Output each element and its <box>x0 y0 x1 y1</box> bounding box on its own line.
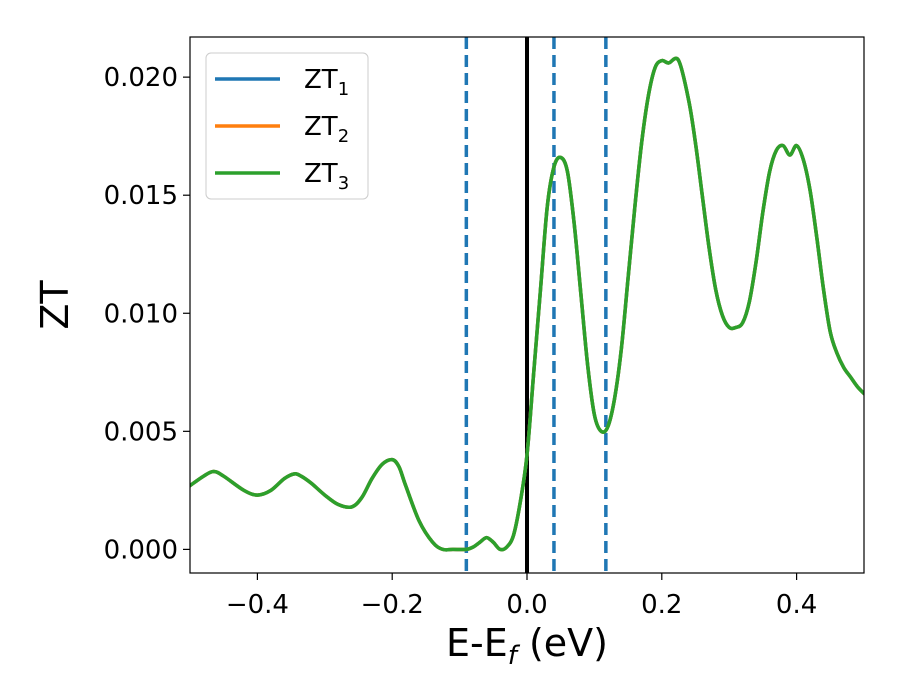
x-tick-label: 0.2 <box>641 590 682 620</box>
x-tick-label: 0.4 <box>776 590 817 620</box>
y-tick-label: 0.005 <box>104 417 178 447</box>
x-tick-label: −0.4 <box>226 590 289 620</box>
y-tick-label: 0.010 <box>104 299 178 329</box>
x-axis-ticks: −0.4 −0.2 0.0 0.2 0.4 <box>226 573 817 620</box>
vertical-markers <box>466 37 606 573</box>
x-tick-label: −0.2 <box>361 590 424 620</box>
x-axis-label: E-Ef (eV) <box>446 621 608 671</box>
y-tick-label: 0.000 <box>104 535 178 565</box>
x-tick-label: 0.0 <box>506 590 547 620</box>
y-tick-label: 0.020 <box>104 63 178 93</box>
y-axis-ticks: 0.000 0.005 0.010 0.015 0.020 <box>104 63 190 565</box>
y-tick-label: 0.015 <box>104 181 178 211</box>
y-axis-label: ZT <box>33 280 77 330</box>
